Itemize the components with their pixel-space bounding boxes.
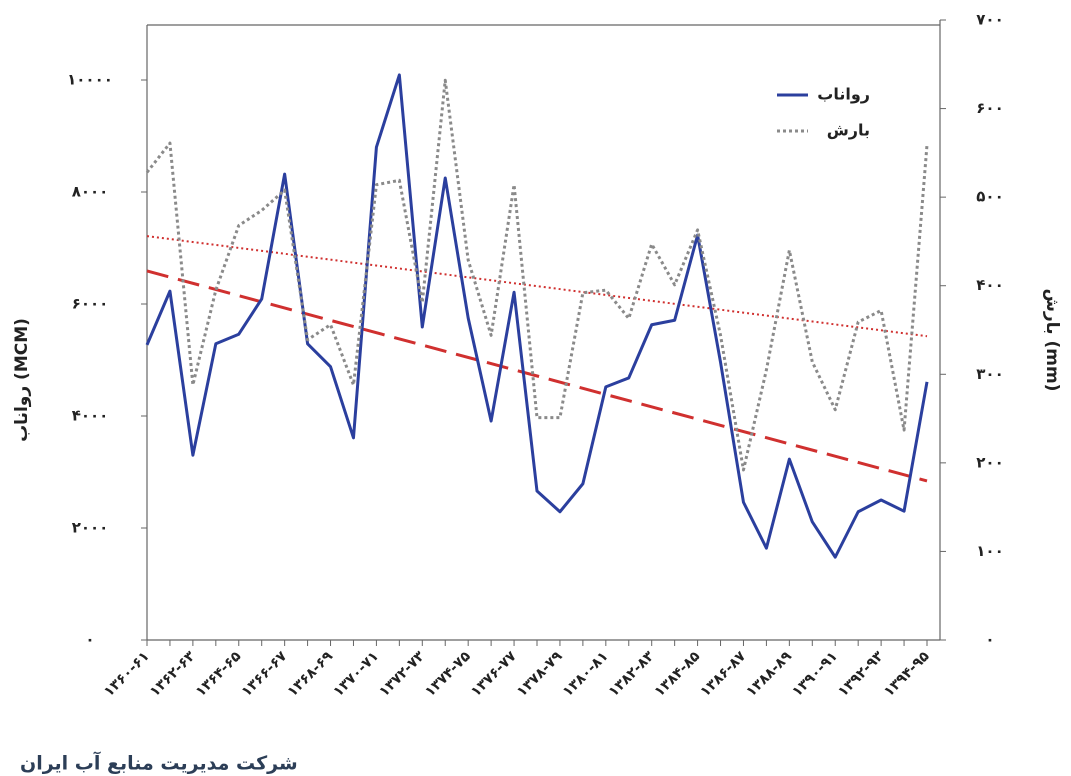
x-tick-label: ۱۳۸۴-۸۵ <box>652 648 704 700</box>
y2-tick-label: ۵۰۰ <box>976 188 1003 206</box>
source: شرکت مدیریت منابع آب ایران <box>20 751 298 775</box>
y2-tick-label: ۳۰۰ <box>976 365 1003 383</box>
series-line <box>145 78 929 472</box>
x-tick-label: ۱۳۷۲-۷۳ <box>376 648 428 700</box>
y-tick-label: ۱۰۰۰۰ <box>67 71 113 89</box>
y-axis-label: رواناب (MCM) <box>12 318 32 442</box>
x-tick-label: ۱۳۷۸-۷۹ <box>514 648 566 700</box>
y-tick-label: ۶۰۰۰ <box>72 295 109 313</box>
trend-line <box>146 269 928 483</box>
x-tick-label: ۱۳۹۲-۹۳ <box>835 648 887 700</box>
x-tick-label: ۱۳۶۴-۶۵ <box>193 648 245 700</box>
x-tick-label: ۱۳۸۰-۸۱ <box>560 648 612 700</box>
y2-tick-label: ۱۰۰ <box>976 542 1003 560</box>
y2-tick-label: ۴۰۰ <box>976 276 1003 294</box>
x-tick-label: ۱۳۶۰-۶۱ <box>101 648 153 700</box>
x-tick-label: ۱۳۹۴-۹۵ <box>881 648 933 700</box>
x-tick-label: ۱۳۶۶-۶۷ <box>239 648 291 700</box>
y-tick-label: ۲۰۰۰ <box>72 519 109 537</box>
y2-tick-label: ۷۰۰ <box>976 11 1003 29</box>
y-tick-label: ۴۰۰۰ <box>72 407 109 425</box>
series-line <box>145 73 929 559</box>
y-tick-label: ۰ <box>85 631 94 649</box>
legend-label: بارش <box>827 121 870 140</box>
x-tick-label: ۱۳۶۸-۶۹ <box>285 648 337 700</box>
x-tick-label: ۱۳۷۴-۷۵ <box>422 648 474 700</box>
x-tick-label: ۱۳۶۲-۶۳ <box>147 648 199 700</box>
y2-axis-label: بارش (mm) <box>1042 289 1062 392</box>
legend-label: رواناب <box>817 85 870 104</box>
x-tick-label: ۱۳۸۲-۸۳ <box>606 648 658 700</box>
x-tick-label: ۱۳۸۸-۸۹ <box>743 648 795 700</box>
y2-tick-label: ۲۰۰ <box>976 453 1003 471</box>
x-tick-label: ۱۳۹۰-۹۱ <box>789 648 841 700</box>
y-tick-label: ۸۰۰۰ <box>72 183 109 201</box>
x-tick-label: ۱۳۷۰-۷۱ <box>330 648 382 700</box>
y2-tick-label: ۰ <box>985 631 994 649</box>
trend-line <box>146 235 928 338</box>
x-tick-label: ۱۳۸۶-۸۷ <box>697 648 749 700</box>
y2-tick-label: ۶۰۰ <box>976 99 1003 117</box>
x-tick-label: ۱۳۷۶-۷۷ <box>468 648 520 700</box>
